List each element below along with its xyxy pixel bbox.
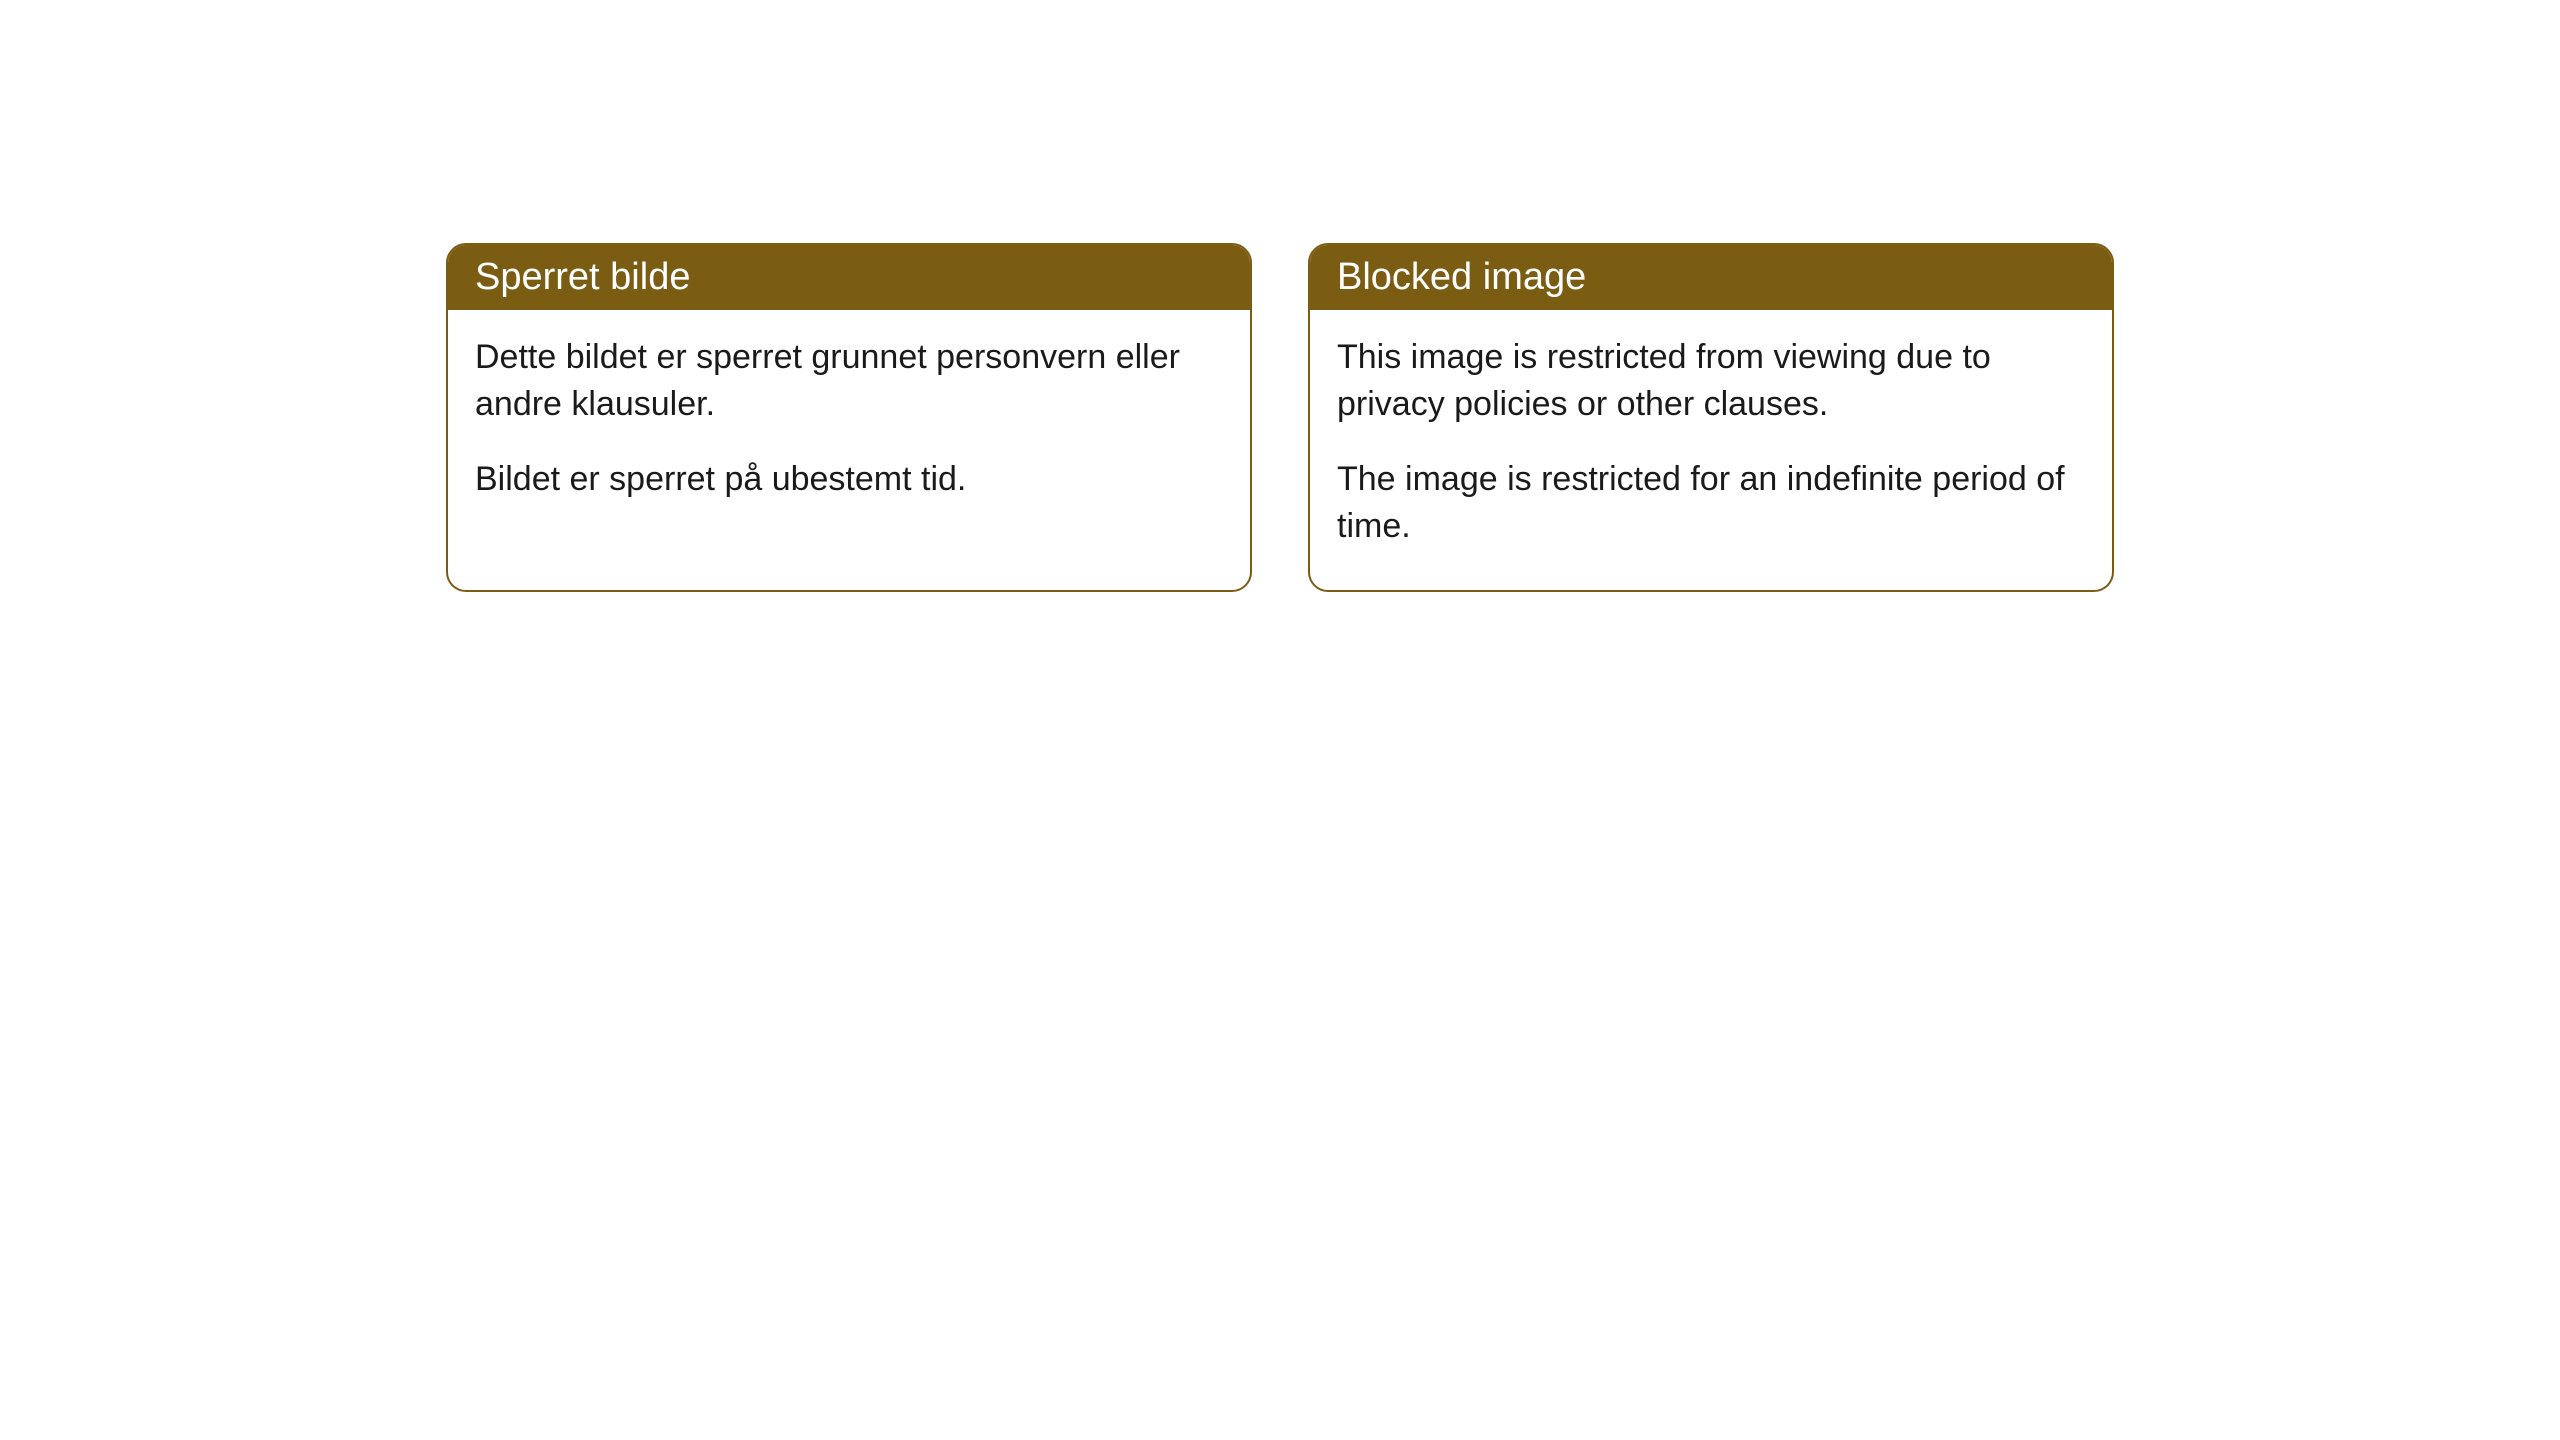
card-paragraph: The image is restricted for an indefinit… [1337, 456, 2085, 550]
card-body-norwegian: Dette bildet er sperret grunnet personve… [448, 310, 1250, 543]
card-paragraph: Dette bildet er sperret grunnet personve… [475, 334, 1223, 428]
card-body-english: This image is restricted from viewing du… [1310, 310, 2112, 590]
card-title: Blocked image [1337, 256, 1586, 298]
notice-card-english: Blocked image This image is restricted f… [1308, 243, 2114, 592]
card-title: Sperret bilde [475, 256, 690, 298]
card-header-english: Blocked image [1310, 245, 2112, 310]
card-paragraph: Bildet er sperret på ubestemt tid. [475, 456, 1223, 503]
notice-card-norwegian: Sperret bilde Dette bildet er sperret gr… [446, 243, 1252, 592]
card-paragraph: This image is restricted from viewing du… [1337, 334, 2085, 428]
card-header-norwegian: Sperret bilde [448, 245, 1250, 310]
notice-cards-container: Sperret bilde Dette bildet er sperret gr… [0, 243, 2560, 592]
